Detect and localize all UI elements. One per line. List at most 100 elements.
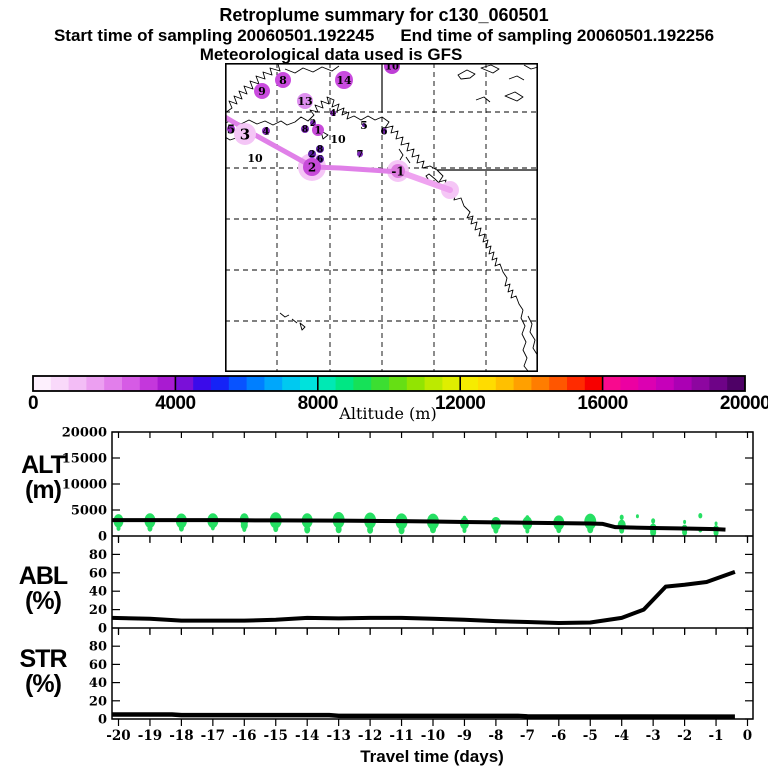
timeseries-panels: 0 5000 10000 15000 20000 0 20 40 60 80 0 20 40 60 80 -2… <box>62 426 754 744</box>
colorbar-cell <box>353 376 372 391</box>
plume-particle-dot <box>462 527 467 533</box>
plume-particle-dot <box>587 525 594 534</box>
x-tick-label: -2 <box>677 728 692 744</box>
map-gridlines <box>225 63 538 372</box>
str-panel-label-unit: (%) <box>25 670 62 698</box>
plume-particle-dot <box>650 528 657 537</box>
x-tick-label: -19 <box>138 728 162 744</box>
plume-particle-dot <box>430 525 436 534</box>
plume-particle-dot <box>242 526 247 532</box>
plume-marker-dot <box>227 125 235 133</box>
coastline-mexico-mainland <box>527 315 538 357</box>
colorbar-cell <box>335 376 354 391</box>
plume-particle-dot <box>462 515 467 522</box>
plume-marker-dot <box>312 124 324 136</box>
plume-particle-dot <box>525 528 530 534</box>
colorbar-cell <box>371 376 390 391</box>
plume-particle-dot <box>714 521 718 526</box>
plume-particle-dot <box>116 525 121 531</box>
colorbar-cell <box>656 376 675 391</box>
str-panel-label-name: STR <box>19 645 68 673</box>
plume-marker-day-label: 2 <box>310 119 316 129</box>
plume-marker-dot <box>254 83 270 99</box>
plume-marker-dot <box>335 71 353 89</box>
coastal-islands <box>320 130 411 164</box>
plume-marker-day-label: 8 <box>279 74 287 87</box>
colorbar-cell <box>175 376 194 391</box>
colorbar-tick-label: 4000 <box>155 393 195 414</box>
colorbar-cell <box>638 376 657 391</box>
colorbar-cell <box>317 376 337 391</box>
plume-marker-day-label: -1 <box>391 164 404 178</box>
x-tick-label: 0 <box>743 728 752 744</box>
plume-particle-dot <box>556 526 562 534</box>
plume-marker-dot <box>297 93 313 109</box>
x-tick-label: -14 <box>295 728 319 744</box>
colorbar-cell <box>86 376 105 391</box>
plume-marker-dot <box>301 125 309 133</box>
plume-marker-day-label: 1 <box>315 126 322 137</box>
colorbar-tick-label: 12000 <box>435 393 485 414</box>
y-tick-label: 40 <box>89 585 107 600</box>
plume-marker-day-label: 6 <box>381 127 388 138</box>
colorbar-cell <box>139 376 159 391</box>
y-tick-label: 5000 <box>71 504 107 519</box>
colorbar-cell <box>300 376 319 391</box>
plume-particle-dot <box>683 519 687 524</box>
colorbar-cell <box>584 376 604 391</box>
plume-particle-dot <box>273 525 279 533</box>
start-time-label: Start time of sampling 20060501.192245 <box>53 26 375 45</box>
plume-particle-dot <box>619 514 624 520</box>
plume-marker-day-label: 9 <box>258 85 266 98</box>
colorbar-cell <box>157 376 176 391</box>
plume-particle-dot <box>240 520 248 530</box>
alt-panel-label-unit: (m) <box>25 476 62 504</box>
coastline-south-alaska <box>225 96 438 171</box>
plume-particle-dot <box>635 514 639 519</box>
colorbar-cell <box>33 376 52 391</box>
plume-marker-day-label: 7 <box>357 150 364 161</box>
trajectory-line-tail <box>397 169 453 193</box>
colorbar-cell <box>50 376 70 391</box>
plume-marker-dot <box>308 150 316 158</box>
y-tick-label: 0 <box>98 713 107 728</box>
colorbar-cell <box>211 376 230 391</box>
abl-panel-label: ABL (%) <box>6 564 80 614</box>
plume-marker-day-label: 13 <box>297 95 312 108</box>
x-tick-label: -11 <box>389 728 413 744</box>
map-border <box>225 63 538 372</box>
y-tick-label: 60 <box>89 658 107 673</box>
plume-marker-day-label: 4 <box>263 127 270 138</box>
plume-marker-dot <box>310 120 316 126</box>
y-tick-label: 15000 <box>62 452 107 467</box>
x-axis-title: Travel time (days) <box>360 747 504 766</box>
colorbar-cell <box>442 376 461 391</box>
alt-panel-label-name: ALT <box>21 451 66 479</box>
plume-marker-day-label: 8 <box>317 145 323 155</box>
colorbar-cell <box>478 376 497 391</box>
y-tick-label: 80 <box>89 640 107 655</box>
colorbar-cell <box>673 376 693 391</box>
plume-marker-day-label: 2 <box>309 150 315 160</box>
plume-marker-dot <box>384 63 400 74</box>
x-tick-label: -1 <box>709 728 724 744</box>
plume-particle-dot <box>178 524 184 532</box>
colorbar-cell <box>709 376 728 391</box>
x-tick-label: -18 <box>169 728 193 744</box>
x-tick-label: -16 <box>232 728 256 744</box>
plume-marker-day-label: 6 <box>317 155 323 165</box>
colorbar-cell <box>122 376 141 391</box>
end-time-label: End time of sampling 20060501.192256 <box>400 26 715 45</box>
abl-data-line <box>112 569 736 625</box>
colorbar-title: Altitude (m) <box>339 404 437 423</box>
plume-particle-dot <box>698 513 703 519</box>
colorbar-cell <box>727 376 746 391</box>
plume-marker-day-label: 8 <box>302 125 308 135</box>
plume-marker-day-label: 4 <box>330 109 336 119</box>
plume-marker-day-label: 5 <box>227 122 235 136</box>
colorbar-cell <box>620 376 639 391</box>
coastline-north-alaska <box>284 65 340 74</box>
plume-marker-dot <box>275 72 291 88</box>
